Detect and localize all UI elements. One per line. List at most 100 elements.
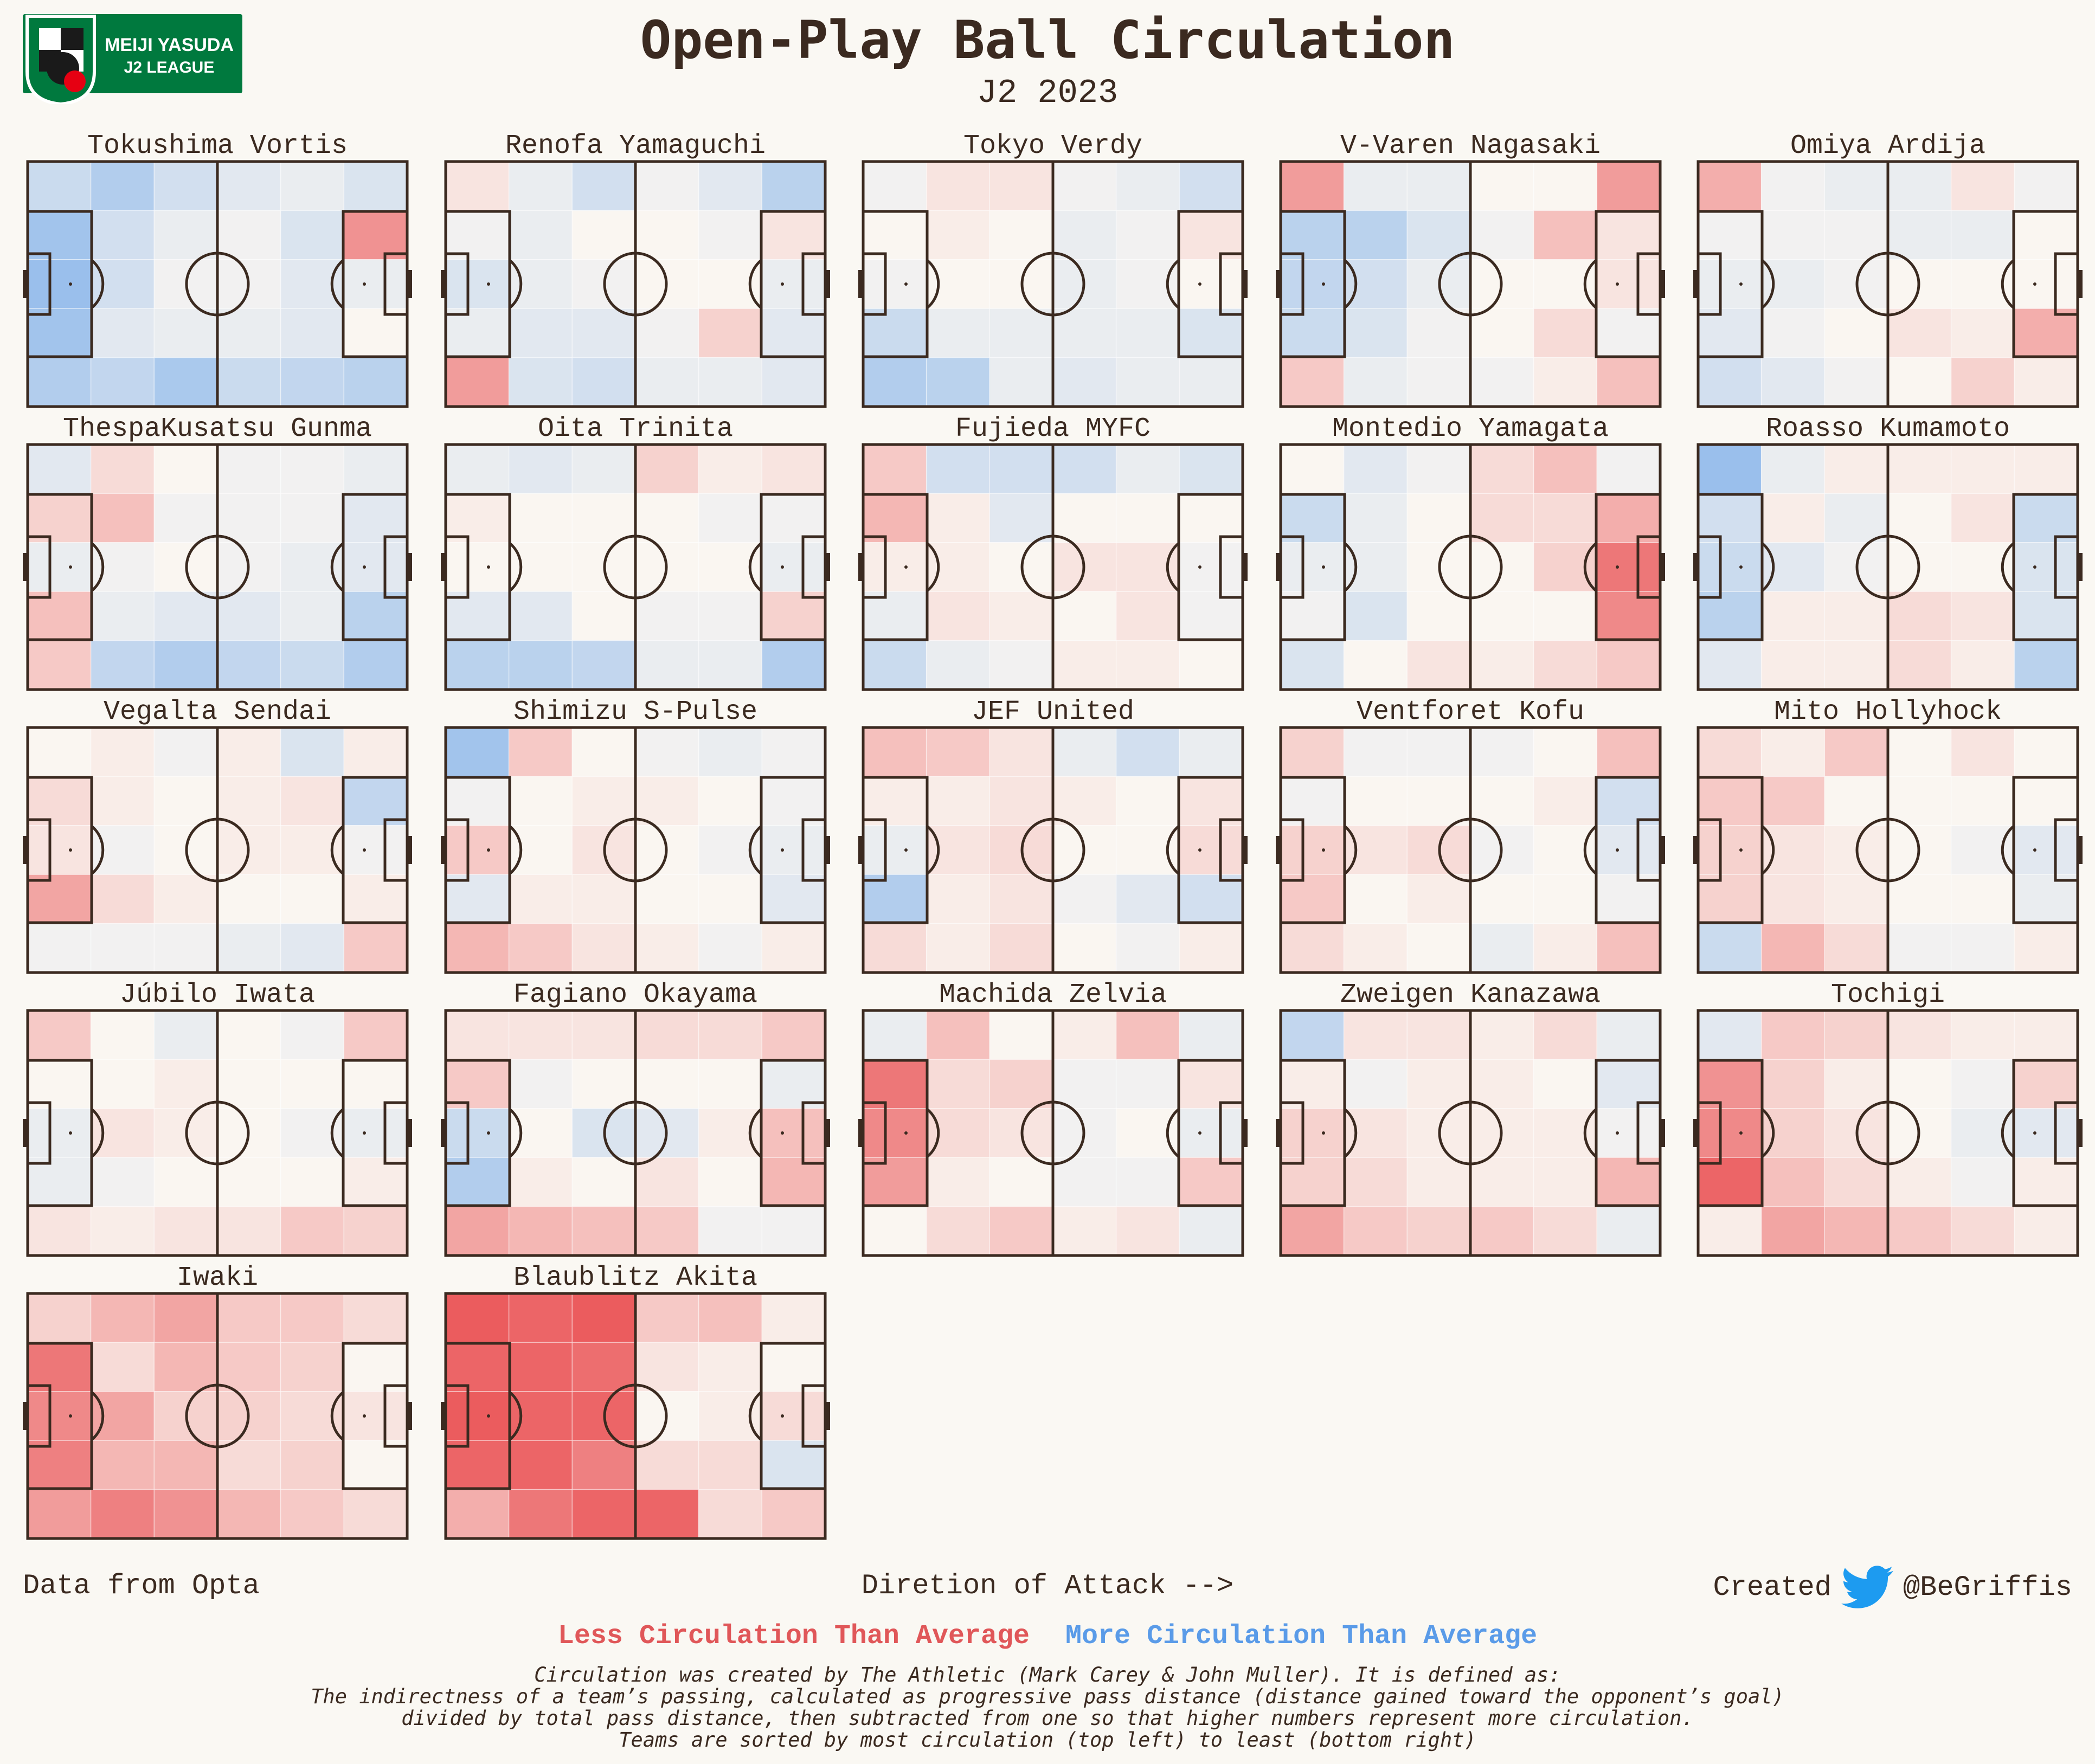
heatmap-zone	[2014, 874, 2078, 924]
right-goal	[2078, 553, 2083, 581]
j2-league-logo: MEIJI YASUDA J2 LEAGUE	[23, 12, 245, 106]
heatmap-zone	[508, 1206, 573, 1256]
heatmap-zone	[1824, 161, 1888, 211]
heatmap-zone	[926, 923, 991, 973]
heatmap-zone	[1887, 1157, 1952, 1207]
heatmap-zone	[508, 591, 573, 641]
heatmap-zone	[635, 874, 699, 924]
heatmap-zone	[1179, 1108, 1243, 1158]
heatmap-zone	[635, 591, 699, 641]
heatmap-zone	[508, 1440, 573, 1490]
heatmap-zone	[1280, 1108, 1345, 1158]
team-name: Machida Zelvia	[939, 980, 1167, 1010]
heatmap-zone	[1179, 727, 1243, 777]
team-name: Roasso Kumamoto	[1765, 414, 2010, 445]
heatmap-zone	[217, 1059, 281, 1109]
heatmap-zone	[1698, 874, 1762, 924]
heatmap-zone	[90, 1293, 155, 1343]
logo-line1: MEIJI YASUDA	[105, 35, 234, 55]
heatmap-zone	[698, 923, 763, 973]
heatmap-zone	[1406, 640, 1471, 690]
heatmap-zone	[508, 1342, 573, 1392]
heatmap-zone	[508, 923, 573, 973]
logo-line2: J2 LEAGUE	[124, 59, 215, 76]
team-name: Iwaki	[176, 1263, 259, 1293]
heatmap-zone	[280, 444, 345, 494]
center-circle	[603, 1383, 668, 1448]
heatmap-zone	[698, 357, 763, 407]
left-penalty-arc	[1761, 825, 1775, 875]
heatmap-zone	[280, 640, 345, 690]
left-penalty-spot	[1739, 848, 1743, 852]
heatmap-zone	[445, 493, 510, 543]
heatmap-zone	[1596, 444, 1661, 494]
heatmap-zone	[1760, 1059, 1826, 1109]
team-name: Fagiano Okayama	[513, 980, 758, 1010]
heatmap-zone	[1824, 1010, 1888, 1060]
heatmap-zone	[1824, 776, 1888, 826]
heatmap-zone	[1406, 210, 1471, 260]
heatmap-zone	[1533, 493, 1598, 543]
team-panel: Fujieda MYFC	[858, 413, 1248, 691]
heatmap-zone	[1406, 493, 1471, 543]
heatmap-zone	[926, 1206, 991, 1256]
heatmap-zone	[1596, 161, 1661, 211]
heatmap-zone	[1950, 727, 2015, 777]
heatmap-zone	[1760, 591, 1826, 641]
heatmap-zone	[1280, 1010, 1345, 1060]
heatmap-zone	[1533, 727, 1598, 777]
heatmap-zone	[1470, 161, 1534, 211]
heatmap-zone	[1760, 727, 1826, 777]
heatmap-zone	[698, 825, 763, 875]
heatmap-zone	[27, 1391, 92, 1441]
heatmap-zone	[1698, 727, 1762, 777]
heatmap-zone	[90, 542, 155, 592]
heatmap-zone	[571, 1440, 636, 1490]
heatmap-zone	[508, 1391, 573, 1441]
heatmap-zone	[1115, 1157, 1180, 1207]
heatmap-zone	[2014, 825, 2078, 875]
heatmap-zone	[926, 1010, 991, 1060]
heatmap-zone	[1760, 542, 1826, 592]
heatmap-zone	[90, 357, 155, 407]
heatmap-zone	[1596, 923, 1661, 973]
heatmap-zone	[1343, 1059, 1408, 1109]
heatmap-zone	[445, 640, 510, 690]
heatmap-zone	[1470, 874, 1534, 924]
center-circle	[185, 535, 250, 600]
heatmap-zone	[1343, 308, 1408, 358]
heatmap-zone	[635, 444, 699, 494]
heatmap-zone	[761, 1059, 826, 1109]
heatmap-zone	[153, 1342, 218, 1392]
heatmap-zone	[90, 825, 155, 875]
heatmap-zone	[153, 1157, 218, 1207]
heatmap-zone	[27, 493, 92, 543]
credit: Created @BeGriffis	[1713, 1566, 2072, 1609]
left-penalty-spot	[1322, 282, 1325, 286]
heatmap-zone	[698, 1489, 763, 1539]
heatmap-zone	[1887, 874, 1952, 924]
heatmap-zone	[445, 1059, 510, 1109]
heatmap-zone	[445, 259, 510, 309]
heatmap-zone	[1280, 727, 1345, 777]
heatmap-zone	[1343, 493, 1408, 543]
heatmap-zone	[508, 210, 573, 260]
heatmap-zone	[926, 776, 991, 826]
heatmap-zone	[1052, 776, 1117, 826]
heatmap-zone	[571, 727, 636, 777]
heatmap-zone	[1343, 161, 1408, 211]
right-penalty-arc	[2001, 825, 2015, 875]
team-panel: Júbilo Iwata	[23, 979, 412, 1257]
pitch-heatmap	[1693, 443, 2083, 691]
heatmap-zone	[1280, 493, 1345, 543]
heatmap-zone	[1760, 210, 1826, 260]
heatmap-zone	[1887, 1010, 1952, 1060]
heatmap-zone	[1533, 776, 1598, 826]
heatmap-zone	[217, 161, 281, 211]
heatmap-zone	[698, 308, 763, 358]
heatmap-zone	[1343, 640, 1408, 690]
team-panel: Roasso Kumamoto	[1693, 413, 2083, 691]
heatmap-zone	[1887, 308, 1952, 358]
heatmap-zone	[1052, 308, 1117, 358]
left-goal	[23, 270, 28, 298]
